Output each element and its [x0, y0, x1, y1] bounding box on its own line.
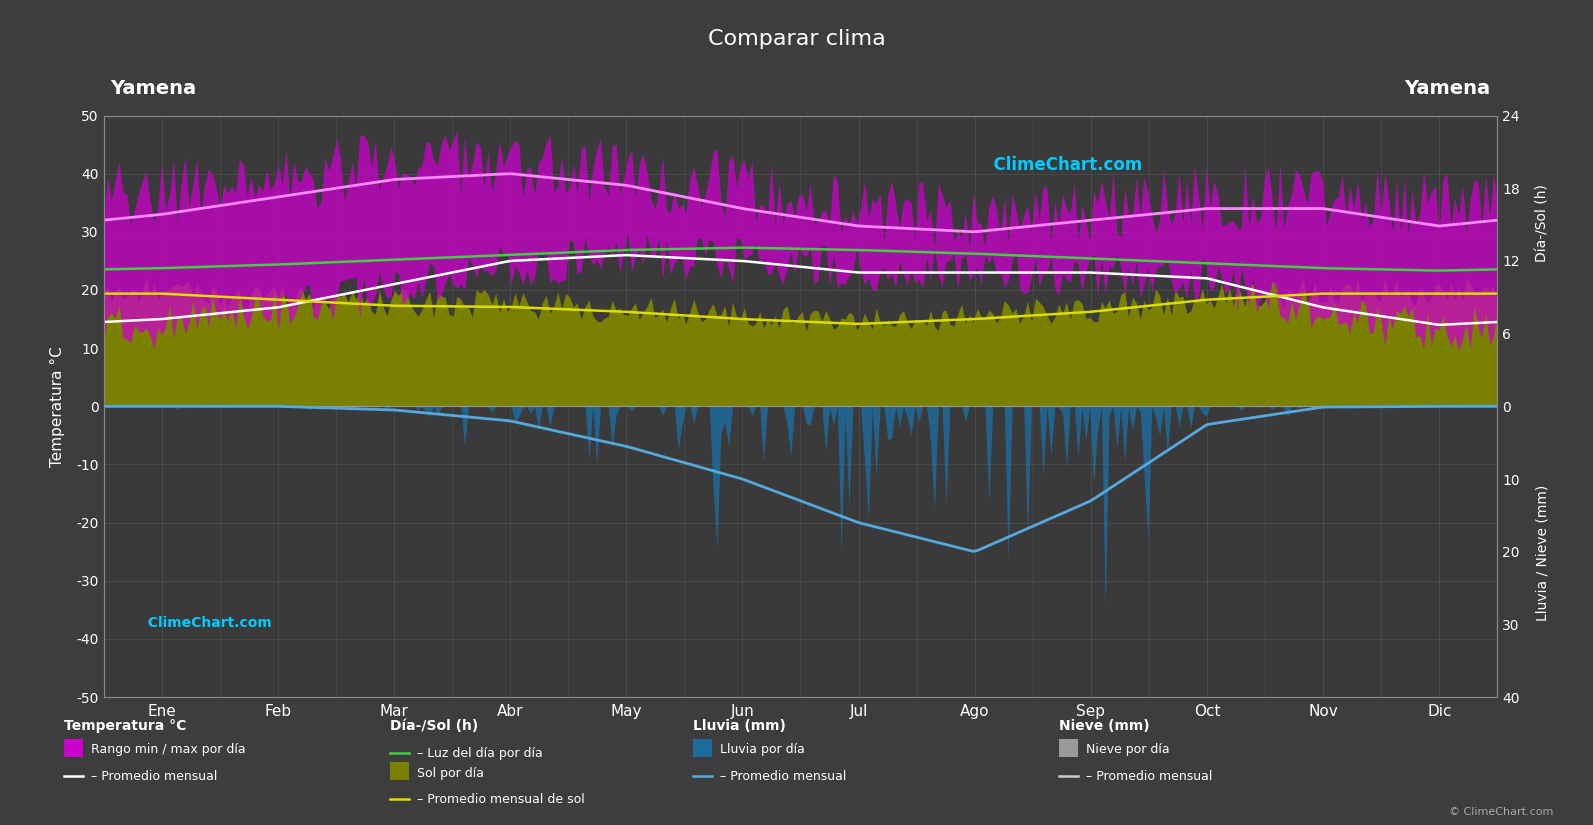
Text: Temperatura °C: Temperatura °C [64, 719, 186, 733]
Text: – Promedio mensual: – Promedio mensual [1086, 770, 1212, 783]
Text: ClimeChart.com: ClimeChart.com [981, 156, 1142, 174]
Y-axis label: Temperatura °C: Temperatura °C [49, 346, 65, 467]
Text: Rango min / max por día: Rango min / max por día [91, 743, 245, 757]
Text: Yamena: Yamena [110, 79, 196, 98]
Text: Yamena: Yamena [1405, 79, 1491, 98]
Text: Comparar clima: Comparar clima [707, 29, 886, 49]
Text: Lluvia por día: Lluvia por día [720, 743, 804, 757]
Text: Sol por día: Sol por día [417, 766, 484, 780]
Text: – Promedio mensual: – Promedio mensual [91, 770, 217, 783]
Text: Nieve (mm): Nieve (mm) [1059, 719, 1150, 733]
Text: – Promedio mensual de sol: – Promedio mensual de sol [417, 793, 585, 806]
Text: Lluvia (mm): Lluvia (mm) [693, 719, 785, 733]
Text: Día-/Sol (h): Día-/Sol (h) [1536, 184, 1548, 262]
Text: ClimeChart.com: ClimeChart.com [139, 615, 272, 629]
Text: – Luz del día por día: – Luz del día por día [417, 747, 543, 760]
Text: Lluvia / Nieve (mm): Lluvia / Nieve (mm) [1536, 484, 1548, 621]
Text: Día-/Sol (h): Día-/Sol (h) [390, 719, 478, 733]
Text: © ClimeChart.com: © ClimeChart.com [1448, 807, 1553, 817]
Text: – Promedio mensual: – Promedio mensual [720, 770, 846, 783]
Text: Nieve por día: Nieve por día [1086, 743, 1169, 757]
